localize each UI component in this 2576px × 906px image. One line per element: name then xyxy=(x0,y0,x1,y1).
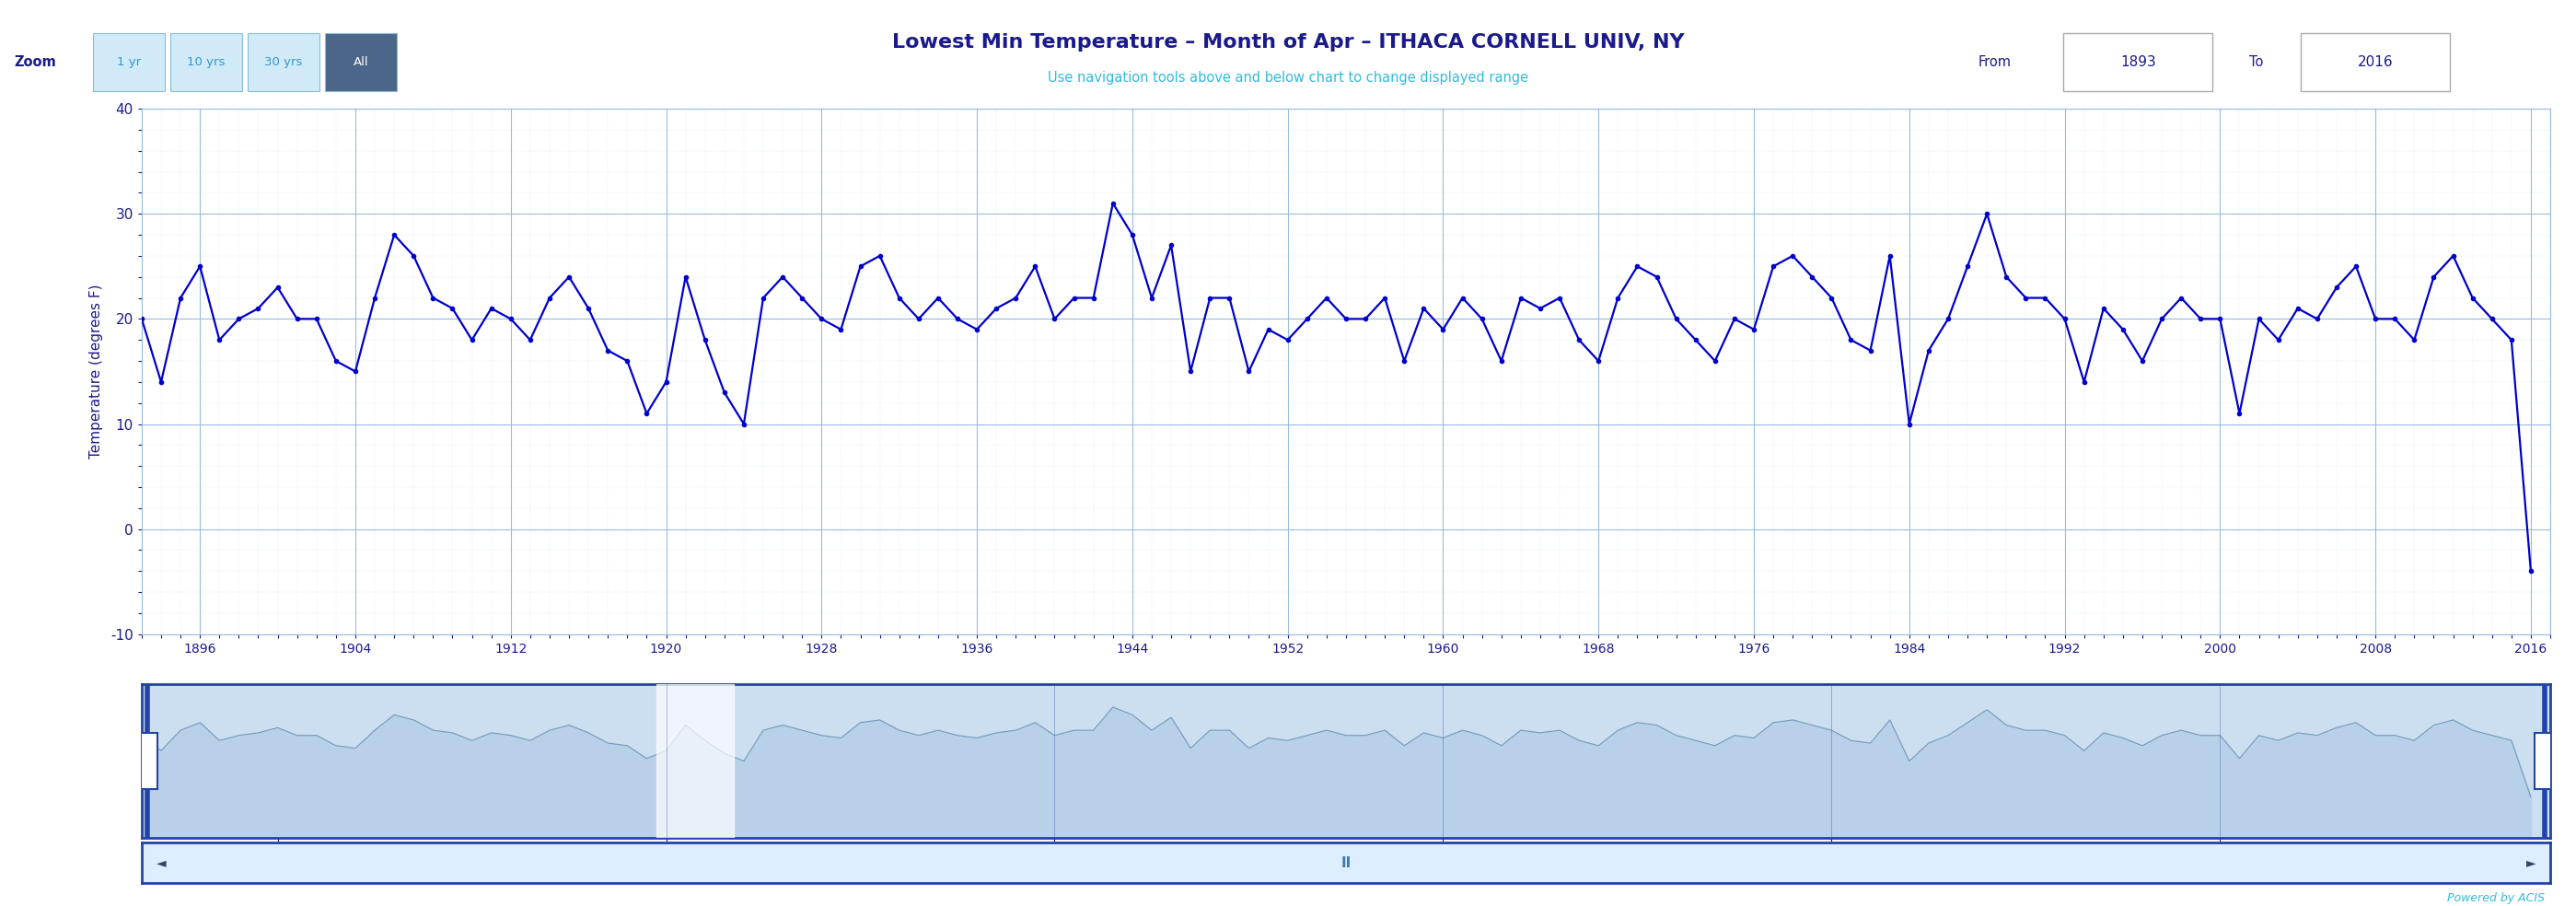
Text: 30 yrs: 30 yrs xyxy=(265,56,301,68)
Text: ◄: ◄ xyxy=(157,856,165,870)
Text: Lowest Min Temperature – Month of Apr – ITHACA CORNELL UNIV, NY: Lowest Min Temperature – Month of Apr – … xyxy=(891,33,1685,52)
Text: 10 yrs: 10 yrs xyxy=(188,56,224,68)
FancyBboxPatch shape xyxy=(325,33,397,92)
FancyBboxPatch shape xyxy=(2300,33,2450,92)
Text: II: II xyxy=(1340,856,1352,870)
FancyBboxPatch shape xyxy=(170,33,242,92)
FancyBboxPatch shape xyxy=(247,33,319,92)
Text: Use navigation tools above and below chart to change displayed range: Use navigation tools above and below cha… xyxy=(1048,71,1528,85)
FancyBboxPatch shape xyxy=(2063,33,2213,92)
FancyBboxPatch shape xyxy=(93,33,165,92)
Bar xyxy=(2535,733,2555,789)
Text: From: From xyxy=(1978,55,2012,69)
Text: Zoom: Zoom xyxy=(15,55,57,69)
Text: All: All xyxy=(353,56,368,68)
Bar xyxy=(137,733,157,789)
Y-axis label: Temperature (degrees F): Temperature (degrees F) xyxy=(90,284,103,458)
Text: ►: ► xyxy=(2527,856,2535,870)
Text: 1893: 1893 xyxy=(2120,55,2156,69)
Text: To: To xyxy=(2249,55,2262,69)
Bar xyxy=(657,684,734,838)
Text: Powered by ACIS: Powered by ACIS xyxy=(2447,892,2545,904)
Text: 2016: 2016 xyxy=(2357,55,2393,69)
Text: 1 yr: 1 yr xyxy=(116,56,142,68)
